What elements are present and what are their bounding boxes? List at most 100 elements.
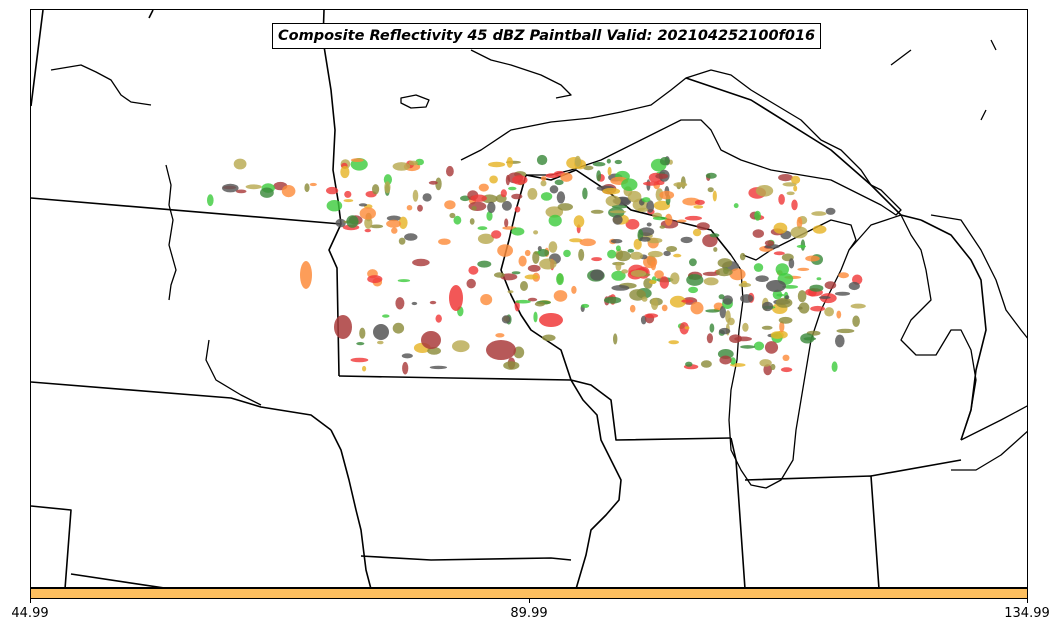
reflectivity-cell [761,325,773,330]
reflectivity-cell [786,191,795,196]
reflectivity-cell [421,331,441,349]
reflectivity-cell [511,227,525,236]
reflectivity-cell [612,214,623,225]
reflectivity-cell [739,252,746,261]
colorbar-tick-mid [529,599,530,603]
reflectivity-cell [582,187,588,200]
reflectivity-cell [625,219,640,230]
reflectivity-cell [693,205,704,209]
reflectivity-cell [486,340,516,360]
reflectivity-cell [836,328,855,334]
reflectivity-cell [651,298,659,310]
lake-huron [848,214,977,426]
reflectivity-cell [615,245,621,252]
reflectivity-cell [709,233,720,238]
reflectivity-cell [754,210,761,221]
reflectivity-cell [836,310,842,319]
reflectivity-cell [702,234,718,248]
reflectivity-cell [709,323,715,333]
colorbar-label-max: 134.99 [1004,606,1050,621]
reflectivity-cell [679,322,689,335]
lake-superior [460,69,902,216]
reflectivity-cell [669,295,687,308]
reflectivity-cell [641,197,651,203]
reflectivity-cell [646,222,652,227]
reflectivity-cell [304,183,310,193]
colorbar-tick-max [1027,599,1028,603]
reflectivity-cell [412,258,430,267]
reflectivity-cell [495,333,505,338]
reflectivity-cell [775,263,789,276]
reflectivity-cell [610,239,623,244]
reflectivity-cell [629,289,646,301]
reflectivity-cell [702,271,720,276]
reflectivity-cell [613,333,618,345]
reflectivity-cell [386,219,402,228]
reflectivity-cell [469,218,475,225]
reflectivity-cell [810,305,825,312]
reflectivity-cell [717,258,733,268]
missouri-river [205,339,262,406]
reflectivity-cell [629,251,644,260]
reflectivity-cell [700,360,712,368]
reflectivity-cell [309,182,317,187]
reflectivity-cell [545,206,564,218]
reflectivity-cell [486,211,493,221]
reflectivity-cell [556,273,564,286]
reflectivity-cell [614,159,622,165]
reflectivity-cell [673,253,682,258]
colorbar-label-min: 44.99 [11,606,49,621]
reflectivity-cell [713,247,718,252]
reflectivity-cell [556,191,566,204]
reflectivity-cell [621,178,638,191]
reflectivity-cell [778,316,793,324]
reflectivity-cell [235,189,247,194]
reflectivity-cell [578,248,585,261]
reflectivity-cell [557,203,573,211]
reflectivity-cell [453,215,462,225]
reflectivity-cell [397,279,411,283]
reflectivity-cell [615,250,631,262]
reflectivity-cell [788,258,795,269]
reflectivity-cell [797,290,807,303]
reflectivity-cell [438,238,451,245]
reflectivity-cell [346,215,359,228]
paintball-cells [207,154,866,376]
reflectivity-cell [435,314,442,323]
reflectivity-cell [373,324,389,340]
reflectivity-cell [364,228,371,233]
reflectivity-cell [707,187,714,193]
reflectivity-cell [627,190,642,203]
lake-michigan [728,219,857,489]
reflectivity-cell [500,189,507,198]
border-ks-ne [31,505,72,587]
reflectivity-cell [763,364,772,376]
reflectivity-cell [692,228,702,237]
reflectivity-cell [824,307,834,317]
reflectivity-cell [504,218,509,228]
reflectivity-cell [653,200,671,211]
reflectivity-cell [685,361,693,367]
border-ia-west [330,429,372,587]
reflectivity-cell [605,195,621,207]
border-mississippi [570,379,622,587]
reflectivity-cell [359,327,366,339]
reflectivity-cell [513,346,525,359]
reflectivity-cell [831,361,838,373]
reflectivity-cell [796,216,803,229]
reflectivity-cell [563,249,571,258]
reflectivity-cell [281,185,296,198]
reflectivity-cell [824,281,837,290]
reflectivity-cell [742,322,749,332]
reflectivity-cell [401,353,413,359]
reflectivity-cell [705,172,717,179]
reflectivity-cell [506,157,513,168]
reflectivity-cell [508,186,517,191]
reflectivity-cell [435,177,442,191]
reflectivity-cell [524,249,531,257]
reflectivity-cell [358,203,368,207]
reflectivity-cell [661,304,668,312]
reflectivity-cell [428,180,438,185]
reflectivity-cell [784,295,790,300]
reflectivity-cell [790,226,808,239]
